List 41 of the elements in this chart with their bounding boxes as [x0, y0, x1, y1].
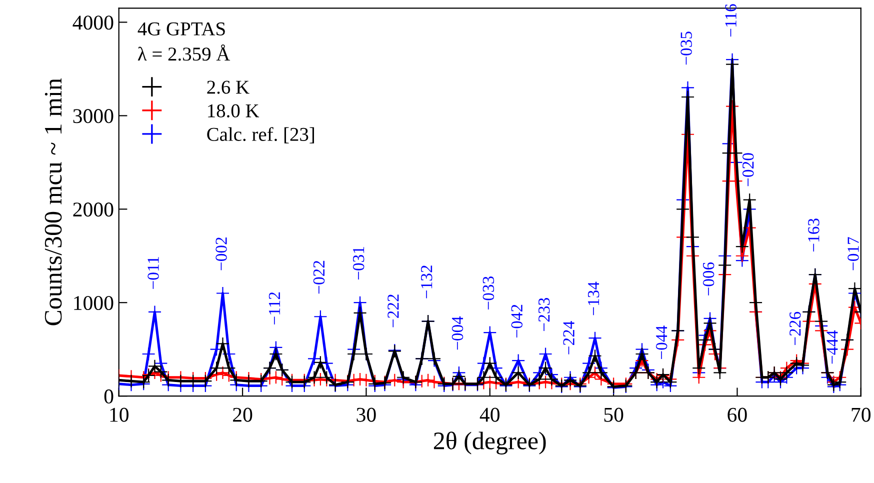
- annotation: 4G GPTAS: [138, 22, 225, 36]
- annotation: λ = 2.359 Å: [138, 44, 230, 61]
- annotation: −134: [588, 282, 600, 316]
- annotation: −031: [352, 246, 364, 280]
- annotation: −017: [848, 237, 859, 270]
- annotation: −033: [482, 276, 494, 310]
- legend-label: Calc. ref. [23]: [207, 127, 314, 144]
- annotation: −226: [790, 312, 801, 345]
- x-tick-label: 10: [110, 408, 128, 422]
- annotation: −004: [452, 316, 464, 350]
- legend-label: 18.0 K: [208, 104, 260, 118]
- annotation: −035: [680, 32, 692, 65]
- annotation: −011: [148, 256, 159, 289]
- y-tick-label: 3000: [73, 109, 114, 124]
- legend-label: 2.6 K: [207, 80, 250, 94]
- annotation: −132: [421, 266, 432, 298]
- annotation: −116: [725, 4, 736, 37]
- x-tick-label: 60: [728, 408, 747, 422]
- x-tick-label: 40: [480, 408, 500, 422]
- annotation: −044: [656, 326, 668, 359]
- annotation: −042: [511, 304, 522, 338]
- x-tick-label: 20: [233, 408, 252, 422]
- x-tick-label: 50: [604, 408, 624, 422]
- y-tick-label: 0: [104, 389, 114, 404]
- annotation: −002: [216, 238, 227, 270]
- annotation: −112: [268, 292, 280, 324]
- x-tick-label: 70: [852, 408, 871, 422]
- y-tick-label: 2000: [73, 202, 114, 217]
- y-tick-label: 1000: [74, 296, 114, 310]
- annotation: −022: [313, 260, 325, 294]
- x-axis-title: 2θ (degree): [434, 432, 546, 454]
- annotation: −020: [742, 153, 754, 186]
- annotation: −006: [702, 262, 714, 296]
- x-tick-label: 30: [356, 408, 376, 422]
- annotation: −222: [388, 294, 399, 328]
- annotation: −224: [563, 321, 574, 354]
- y-axis-title: Counts/300 mcu ~ 1 min: [44, 78, 62, 326]
- annotation: −444: [826, 330, 838, 364]
- annotation: −163: [808, 218, 820, 252]
- annotation: −233: [538, 298, 550, 331]
- y-tick-label: 4000: [72, 16, 114, 30]
